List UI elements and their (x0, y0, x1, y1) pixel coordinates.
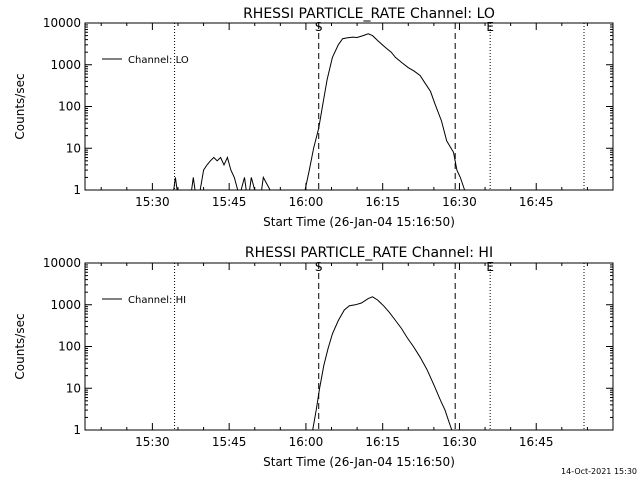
marker-label-e: E (486, 20, 494, 34)
x-axis-label: Start Time (26-Jan-04 15:16:50) (263, 215, 455, 229)
y-tick-label: 1 (73, 423, 81, 437)
series-line-0 (173, 33, 466, 191)
chart-title: RHESSI PARTICLE_RATE Channel: HI (245, 245, 493, 261)
y-tick-label: 10 (66, 141, 81, 155)
marker-label-s: S (315, 260, 323, 274)
y-tick-label: 10000 (43, 16, 81, 30)
series-line-0 (312, 296, 453, 431)
x-tick-label: 15:30 (135, 435, 170, 449)
x-tick-label: 16:30 (442, 435, 477, 449)
x-tick-label: 16:45 (519, 195, 554, 209)
x-tick-label: 16:15 (365, 435, 400, 449)
plot-frame (84, 262, 614, 431)
lo-channel-panel: RHESSI PARTICLE_RATE Channel: LOS E 1 10 100… (13, 6, 614, 229)
y-tick-label: 1000 (50, 58, 81, 72)
x-tick-label: 15:45 (212, 195, 247, 209)
hi-channel-panel: RHESSI PARTICLE_RATE Channel: HIS E 1 10 100… (13, 245, 614, 469)
marker-label-s: S (315, 20, 323, 34)
x-tick-label: 16:15 (365, 195, 400, 209)
x-tick-label: 15:30 (135, 195, 170, 209)
x-tick-label: 16:00 (289, 195, 324, 209)
x-tick-label: 16:30 (442, 195, 477, 209)
plot-frame (84, 22, 614, 191)
y-tick-label: 10 (66, 381, 81, 395)
y-tick-label: 10000 (43, 256, 81, 270)
x-tick-label: 15:45 (212, 435, 247, 449)
marker-label-e: E (486, 260, 494, 274)
legend-entry: Channel: HI (128, 295, 186, 306)
chart-title: RHESSI PARTICLE_RATE Channel: LO (243, 6, 495, 22)
y-tick-label: 1 (73, 183, 81, 197)
y-tick-label: 100 (58, 100, 81, 114)
legend-entry: Channel: LO (128, 55, 189, 66)
y-tick-label: 100 (58, 340, 81, 354)
x-tick-label: 16:00 (289, 435, 324, 449)
y-axis-label: Counts/sec (13, 73, 27, 139)
x-axis-label: Start Time (26-Jan-04 15:16:50) (263, 455, 455, 469)
footer-timestamp: 14-Oct-2021 15:30 (561, 467, 637, 476)
y-axis-label: Counts/sec (13, 313, 27, 379)
y-tick-label: 1000 (50, 298, 81, 312)
x-tick-label: 16:45 (519, 435, 554, 449)
